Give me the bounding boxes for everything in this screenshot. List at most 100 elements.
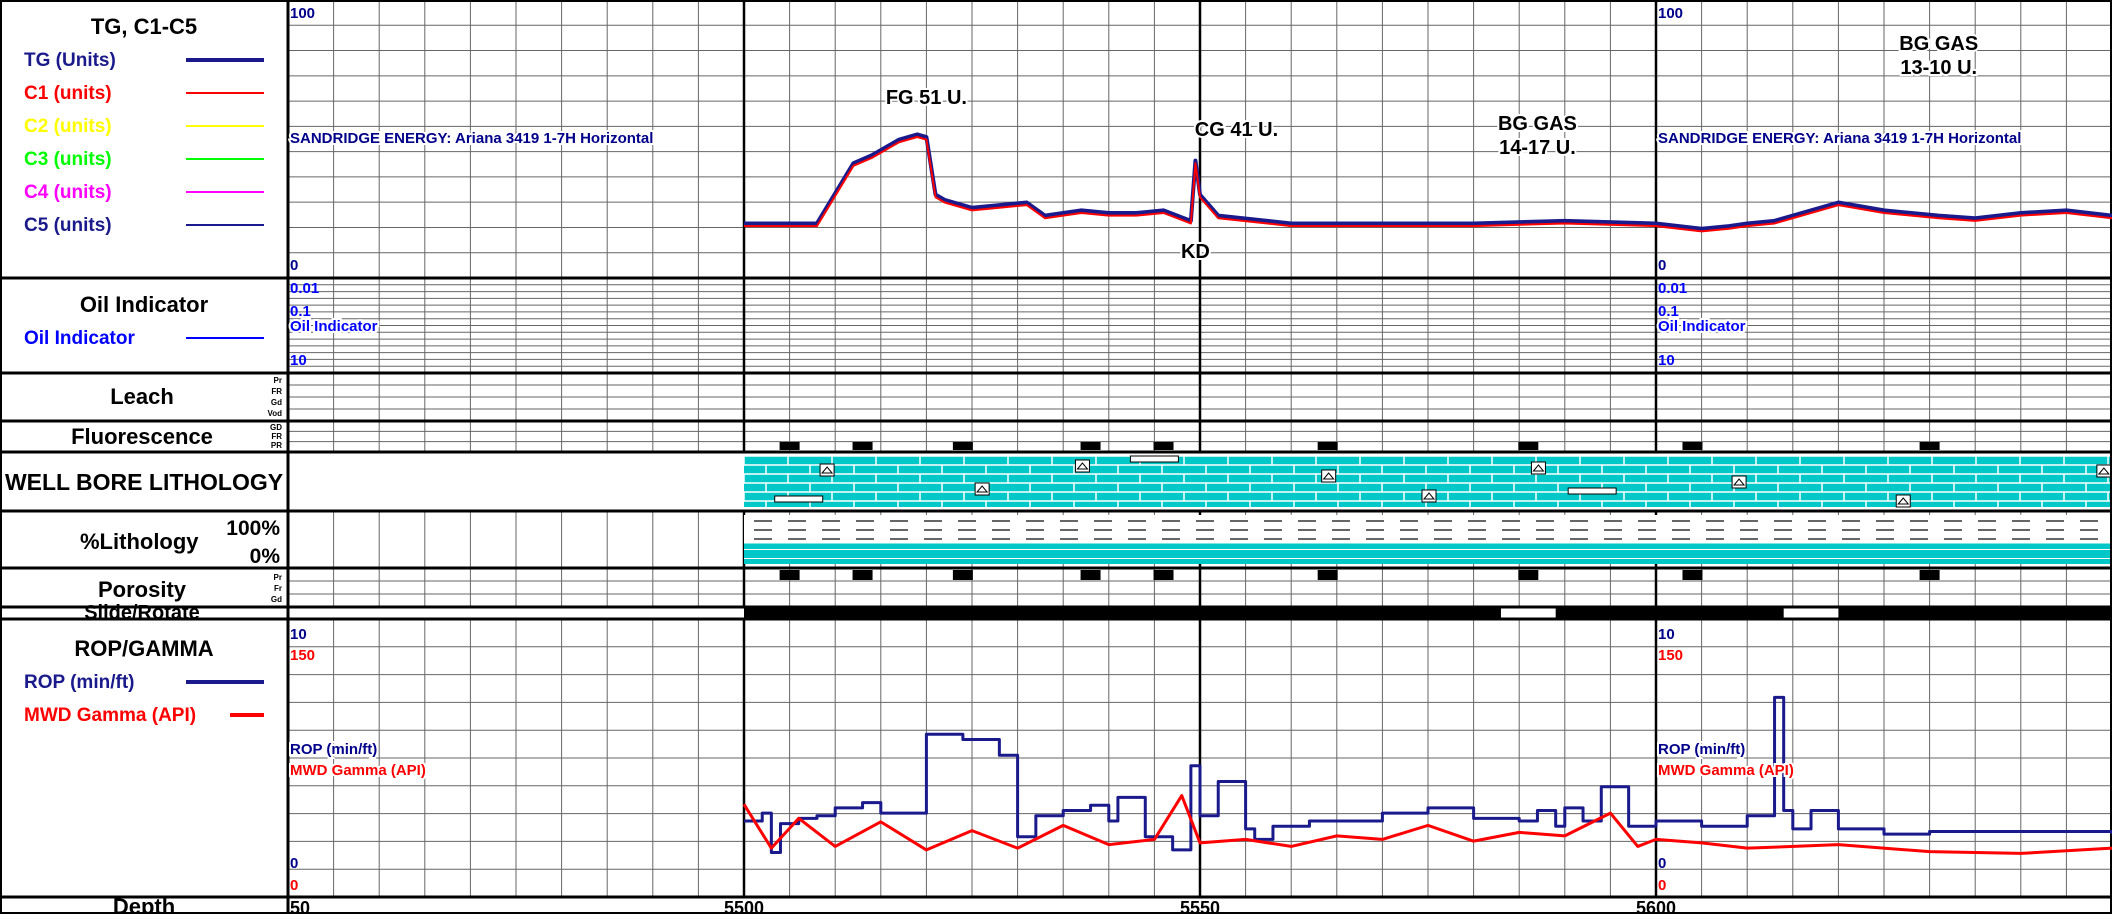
porosity-code-label: Pr [274, 573, 282, 582]
leach-panel-title: Leach [110, 384, 174, 409]
gamma-curve-label: MWD Gamma (API) [290, 762, 426, 779]
pct-lithology-title: %Lithology [80, 529, 199, 554]
gamma-curve-label: MWD Gamma (API) [1658, 762, 1794, 779]
chert-symbol [1321, 469, 1337, 483]
chert-symbol-mark [1076, 462, 1089, 470]
pct-shale [744, 515, 2112, 544]
rop-curve [744, 695, 2112, 855]
gas-legend-label: C1 (units) [24, 83, 112, 104]
gas-legend-label: C3 (units) [24, 149, 112, 170]
tg-curve [744, 132, 2112, 231]
oil-scale-mid: 0.1 [1658, 303, 1679, 320]
oil-v-grid [286, 278, 2112, 373]
porosity-marker [1080, 570, 1101, 580]
gas-legend-label: C5 (units) [24, 215, 112, 236]
chert-symbol [1074, 459, 1090, 473]
leach-code-label: Vod [267, 409, 282, 418]
por-v-grid [286, 568, 2112, 607]
porosity-marker [1153, 570, 1174, 580]
gas-scale-min: 0 [290, 257, 298, 274]
oil-curve-label: Oil Indicator [290, 318, 378, 335]
rop-scale-min: 0 [290, 855, 298, 872]
gas-legend-label: TG (Units) [24, 50, 116, 71]
chert-symbol [1421, 489, 1437, 503]
gamma-scale-min: 0 [1658, 877, 1666, 894]
rop-curve-label: ROP (min/ft) [1658, 741, 1745, 758]
shale-stringer [1567, 487, 1617, 495]
oil-panel-title: Oil Indicator [80, 292, 209, 317]
fluorescence-marker [1080, 442, 1101, 450]
chert-symbol-mark [1422, 492, 1436, 500]
oil-scale-mid: 0.1 [290, 303, 311, 320]
depth-panel-title: Depth [113, 894, 175, 914]
pct-limestone [744, 543, 2112, 564]
oil-scale-top: 0.01 [290, 280, 319, 297]
fluorescence-code-label: FR [271, 432, 282, 441]
fluor-v-grid [286, 421, 2112, 452]
slide-interval [1555, 608, 1784, 618]
porosity-code-label: Fr [274, 584, 282, 593]
slide-interval [1838, 608, 2112, 618]
gamma-scale-min: 0 [290, 877, 298, 894]
well-name-label: SANDRIDGE ENERGY: Ariana 3419 1-7H Horiz… [290, 130, 653, 147]
chert-symbol [2096, 464, 2112, 478]
annotation-label: BG GAS [1899, 33, 1978, 55]
annotation-label: KD [1181, 241, 1210, 263]
gamma-scale-max: 150 [1658, 647, 1683, 664]
gamma-curve [742, 794, 2112, 855]
chert-symbol [974, 482, 990, 496]
gas-scale-max: 100 [290, 5, 315, 22]
chert-symbol-mark [821, 466, 834, 474]
rop-panel-title: ROP/GAMMA [74, 636, 213, 661]
chert-symbol-mark [1733, 478, 1746, 486]
porosity-panel-title: Porosity [98, 577, 187, 602]
depth-tick-label: 50 [290, 898, 310, 914]
fluorescence-marker [779, 442, 800, 450]
pct-lithology-top: 100% [226, 517, 280, 540]
porosity-marker [952, 570, 973, 580]
fluorescence-marker [1919, 442, 1940, 450]
depth-tick-label: 5550 [1180, 898, 1220, 914]
fluorescence-marker [1682, 442, 1703, 450]
well-name-label: SANDRIDGE ENERGY: Ariana 3419 1-7H Horiz… [1658, 130, 2021, 147]
porosity-marker [1317, 570, 1338, 580]
lithology-panel-title: WELL BORE LITHOLOGY [5, 469, 283, 495]
leach-code-label: Gd [271, 398, 282, 407]
c1-curve [744, 136, 2112, 233]
annotation-label: 13-10 U. [1900, 57, 1977, 79]
rop-legend-label: ROP (min/ft) [24, 672, 134, 693]
gamma-scale-max: 150 [290, 647, 315, 664]
fluorescence-code-label: PR [271, 441, 282, 450]
annotation-label: BG GAS [1498, 113, 1577, 135]
fluorescence-code-label: GD [270, 423, 282, 432]
porosity-marker [1682, 570, 1703, 580]
shale-stringer [774, 495, 824, 503]
fluorescence-marker [852, 442, 873, 450]
chert-symbol-mark [1897, 497, 1910, 505]
oil-legend-label: Oil Indicator [24, 328, 135, 349]
chert-symbol [1895, 494, 1911, 508]
gas-scale-max: 100 [1658, 5, 1683, 22]
chert-symbol-mark [976, 485, 989, 493]
porosity-marker [852, 570, 873, 580]
chert-symbol-mark [2097, 467, 2110, 475]
annotation-label: CG 41 U. [1195, 119, 1278, 141]
annotation-label: 14-17 U. [1499, 137, 1576, 159]
chert-symbol [1731, 475, 1747, 489]
limestone-brick-pattern [743, 455, 2112, 510]
gas-legend-label: C4 (units) [24, 182, 112, 203]
fluorescence-marker [1317, 442, 1338, 450]
porosity-marker [1919, 570, 1940, 580]
chert-symbol-mark [1532, 464, 1545, 472]
oil-curve-label: Oil Indicator [1658, 318, 1746, 335]
rop-scale-max: 10 [290, 626, 307, 643]
slide-interval [744, 608, 1501, 618]
fluorescence-panel-title: Fluorescence [71, 424, 213, 449]
porosity-code-label: Gd [271, 595, 282, 604]
chert-symbol [819, 463, 835, 477]
depth-tick-label: 5500 [724, 898, 764, 914]
leach-v-grid [286, 373, 2112, 421]
leach-code-label: FR [271, 387, 282, 396]
